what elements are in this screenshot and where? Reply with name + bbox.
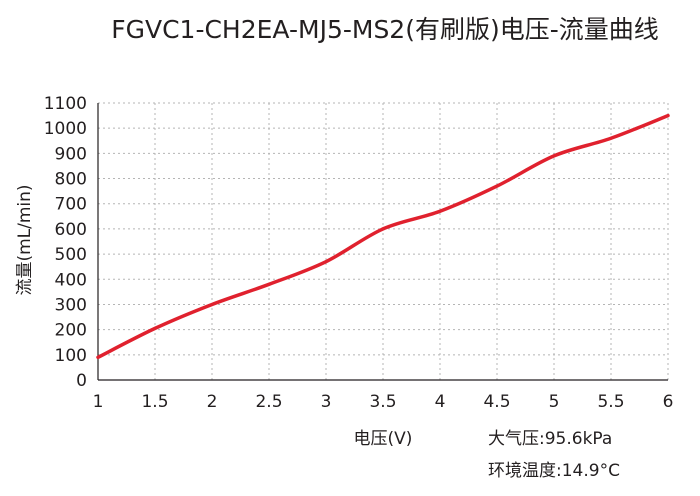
pressure-note: 大气压:95.6kPa (488, 429, 612, 449)
x-axis-label: 电压(V) (354, 429, 413, 449)
y-tick-label: 1000 (44, 119, 87, 139)
y-tick-label: 1100 (44, 94, 87, 114)
temperature-note: 环境温度:14.9°C (488, 461, 620, 481)
grid (98, 102, 669, 380)
chart-title: FGVC1-CH2EA-MJ5-MS2(有刷版)电压-流量曲线 (111, 15, 659, 44)
x-tick-label: 1.5 (141, 392, 168, 412)
y-axis-label: 流量(mL/min) (15, 184, 35, 295)
x-tick-label: 2 (207, 392, 218, 412)
axes (97, 103, 668, 381)
x-tick-label: 3.5 (369, 392, 396, 412)
x-tick-label: 5.5 (597, 392, 624, 412)
x-tick-label: 4 (435, 392, 446, 412)
y-tick-label: 400 (55, 270, 87, 290)
x-tick-label: 5 (549, 392, 560, 412)
y-tick-label: 600 (55, 220, 87, 240)
x-tick-label: 1 (93, 392, 104, 412)
x-tick-label: 3 (321, 392, 332, 412)
x-tick-label: 6 (663, 392, 674, 412)
y-tick-label: 500 (55, 245, 87, 265)
y-tick-label: 100 (55, 346, 87, 366)
y-tick-label: 300 (55, 295, 87, 315)
flow-series-line (96, 113, 670, 360)
x-tick-label: 2.5 (255, 392, 282, 412)
y-tick-label: 900 (55, 144, 87, 164)
y-tick-label: 800 (55, 170, 87, 190)
series (96, 113, 670, 360)
x-tick-label: 4.5 (483, 392, 510, 412)
y-tick-label: 200 (55, 321, 87, 341)
y-tick-label: 700 (55, 195, 87, 215)
y-tick-label: 0 (76, 371, 87, 391)
tick-labels: 1 1.5 2 2.5 3 3.5 4 4.5 5 5.5 6 0 100 200 300 400 500 600… (44, 94, 674, 412)
